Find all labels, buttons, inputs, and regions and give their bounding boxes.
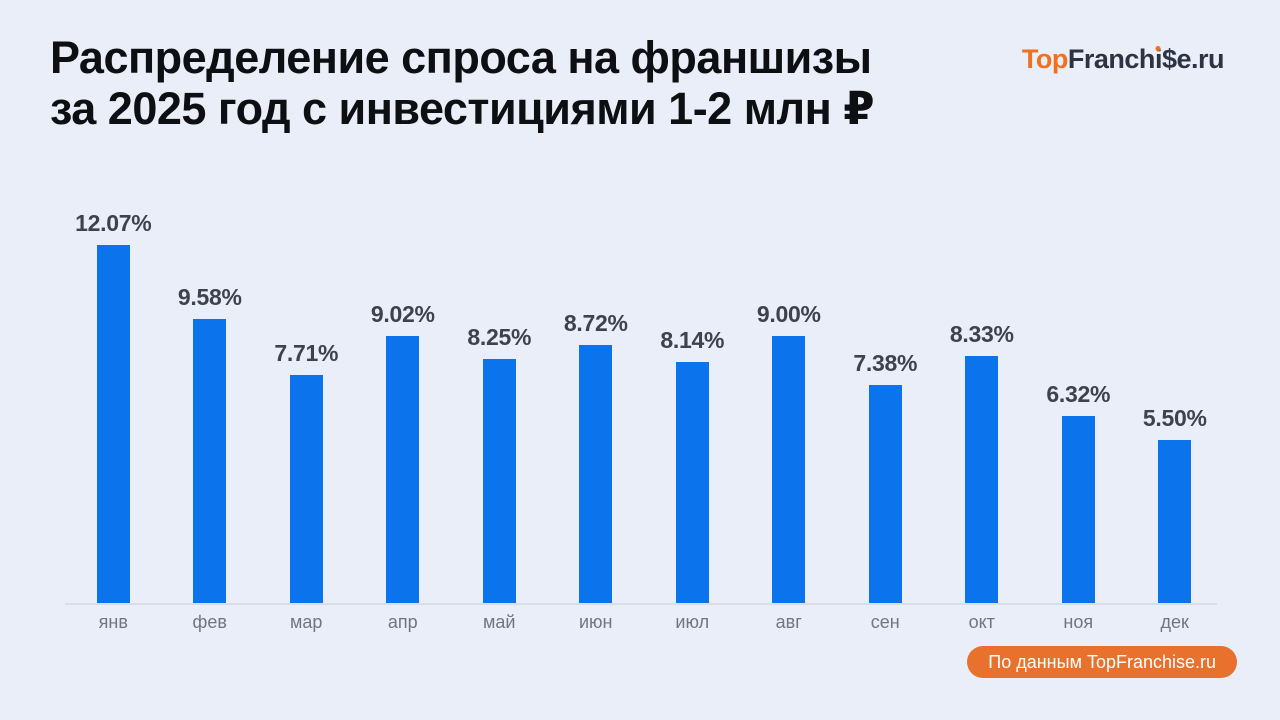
- bar-value-label: 9.02%: [370, 300, 435, 327]
- bar-value-label: 7.38%: [853, 349, 918, 376]
- logo-i-dot-icon: [1155, 46, 1161, 51]
- bar-column-сен: 7.38%: [837, 349, 934, 604]
- bar-column-июн: 8.72%: [548, 310, 645, 604]
- bar-июн: [579, 344, 613, 604]
- bar-value-label: 7.71%: [274, 339, 339, 366]
- bar-column-дек: 5.50%: [1127, 405, 1224, 604]
- bar-column-янв: 12.07%: [65, 210, 162, 604]
- bar-value-label: 8.14%: [660, 326, 725, 353]
- x-axis-label-апр: апр: [387, 612, 418, 632]
- bar-фев: [193, 319, 227, 604]
- bar-value-label: 6.32%: [1046, 381, 1111, 408]
- bar-value-label: 8.25%: [467, 323, 532, 350]
- bar-мар: [289, 374, 323, 604]
- x-axis-label-мар: мар: [290, 612, 323, 632]
- page-title-line2: за 2025 год с инвестициями 1-2 млн ₽: [50, 83, 875, 135]
- x-axis-label-июн: июн: [579, 612, 613, 632]
- source-badge: По данным TopFranchise.ru: [967, 646, 1237, 678]
- bar-column-авг: 9.00%: [741, 301, 838, 604]
- bar-value-label: 12.07%: [75, 210, 152, 236]
- x-axis-line: [65, 603, 1217, 605]
- topfranchise-logo: TopFranchi $e.ru: [1021, 44, 1225, 75]
- x-axis-label-май: май: [483, 612, 516, 632]
- x-axis-label-фев: фев: [192, 612, 227, 632]
- logo-part-se-ru: $e.ru: [1161, 44, 1225, 74]
- bar-дек: [1158, 440, 1192, 604]
- bar-окт: [965, 356, 999, 604]
- bar-column-май: 8.25%: [451, 324, 548, 604]
- logo-letter-i: i: [1154, 44, 1163, 74]
- bar-июл: [675, 361, 709, 604]
- bar-янв: [96, 245, 130, 604]
- bar-value-label: 9.00%: [756, 301, 821, 328]
- x-axis-label-янв: янв: [98, 612, 128, 632]
- bar-column-мар: 7.71%: [258, 340, 355, 604]
- bar-май: [482, 358, 516, 604]
- bar-value-label: 8.72%: [563, 309, 628, 336]
- x-axis-label-ноя: ноя: [1063, 612, 1094, 632]
- bar-column-июл: 8.14%: [644, 327, 741, 604]
- bar-value-label: 5.50%: [1142, 405, 1207, 432]
- x-axis-label-дек: дек: [1160, 612, 1189, 632]
- bar-сен: [868, 384, 902, 604]
- bar-column-окт: 8.33%: [934, 321, 1031, 604]
- page-title-line1: Распределение спроса на франшизы: [50, 32, 872, 83]
- bars-area: 12.07% 9.58% 7.71% 9.02% 8.25% 8.72% 8.14% 9.00…: [65, 204, 1223, 604]
- logo-part-top: Top: [1021, 44, 1068, 74]
- bar-апр: [386, 335, 420, 604]
- x-axis-label-июл: июл: [675, 612, 710, 632]
- bar-column-апр: 9.02%: [355, 301, 452, 604]
- x-axis-label-сен: сен: [870, 612, 900, 632]
- bar-value-label: 8.33%: [949, 321, 1014, 348]
- bar-column-ноя: 6.32%: [1030, 381, 1127, 604]
- logo-part-franch: Franch: [1067, 44, 1156, 74]
- bar-авг: [772, 336, 806, 604]
- x-axis-labels: янв фев мар апр май июн июл авг сен окт ноя дек: [65, 612, 1223, 633]
- x-axis-label-авг: авг: [775, 612, 802, 632]
- bar-value-label: 9.58%: [177, 284, 242, 311]
- x-axis-label-окт: окт: [968, 612, 995, 632]
- page-title: Распределение спроса на франшизы за 2025…: [50, 32, 875, 135]
- bar-column-фев: 9.58%: [162, 284, 259, 604]
- bar-ноя: [1061, 416, 1095, 604]
